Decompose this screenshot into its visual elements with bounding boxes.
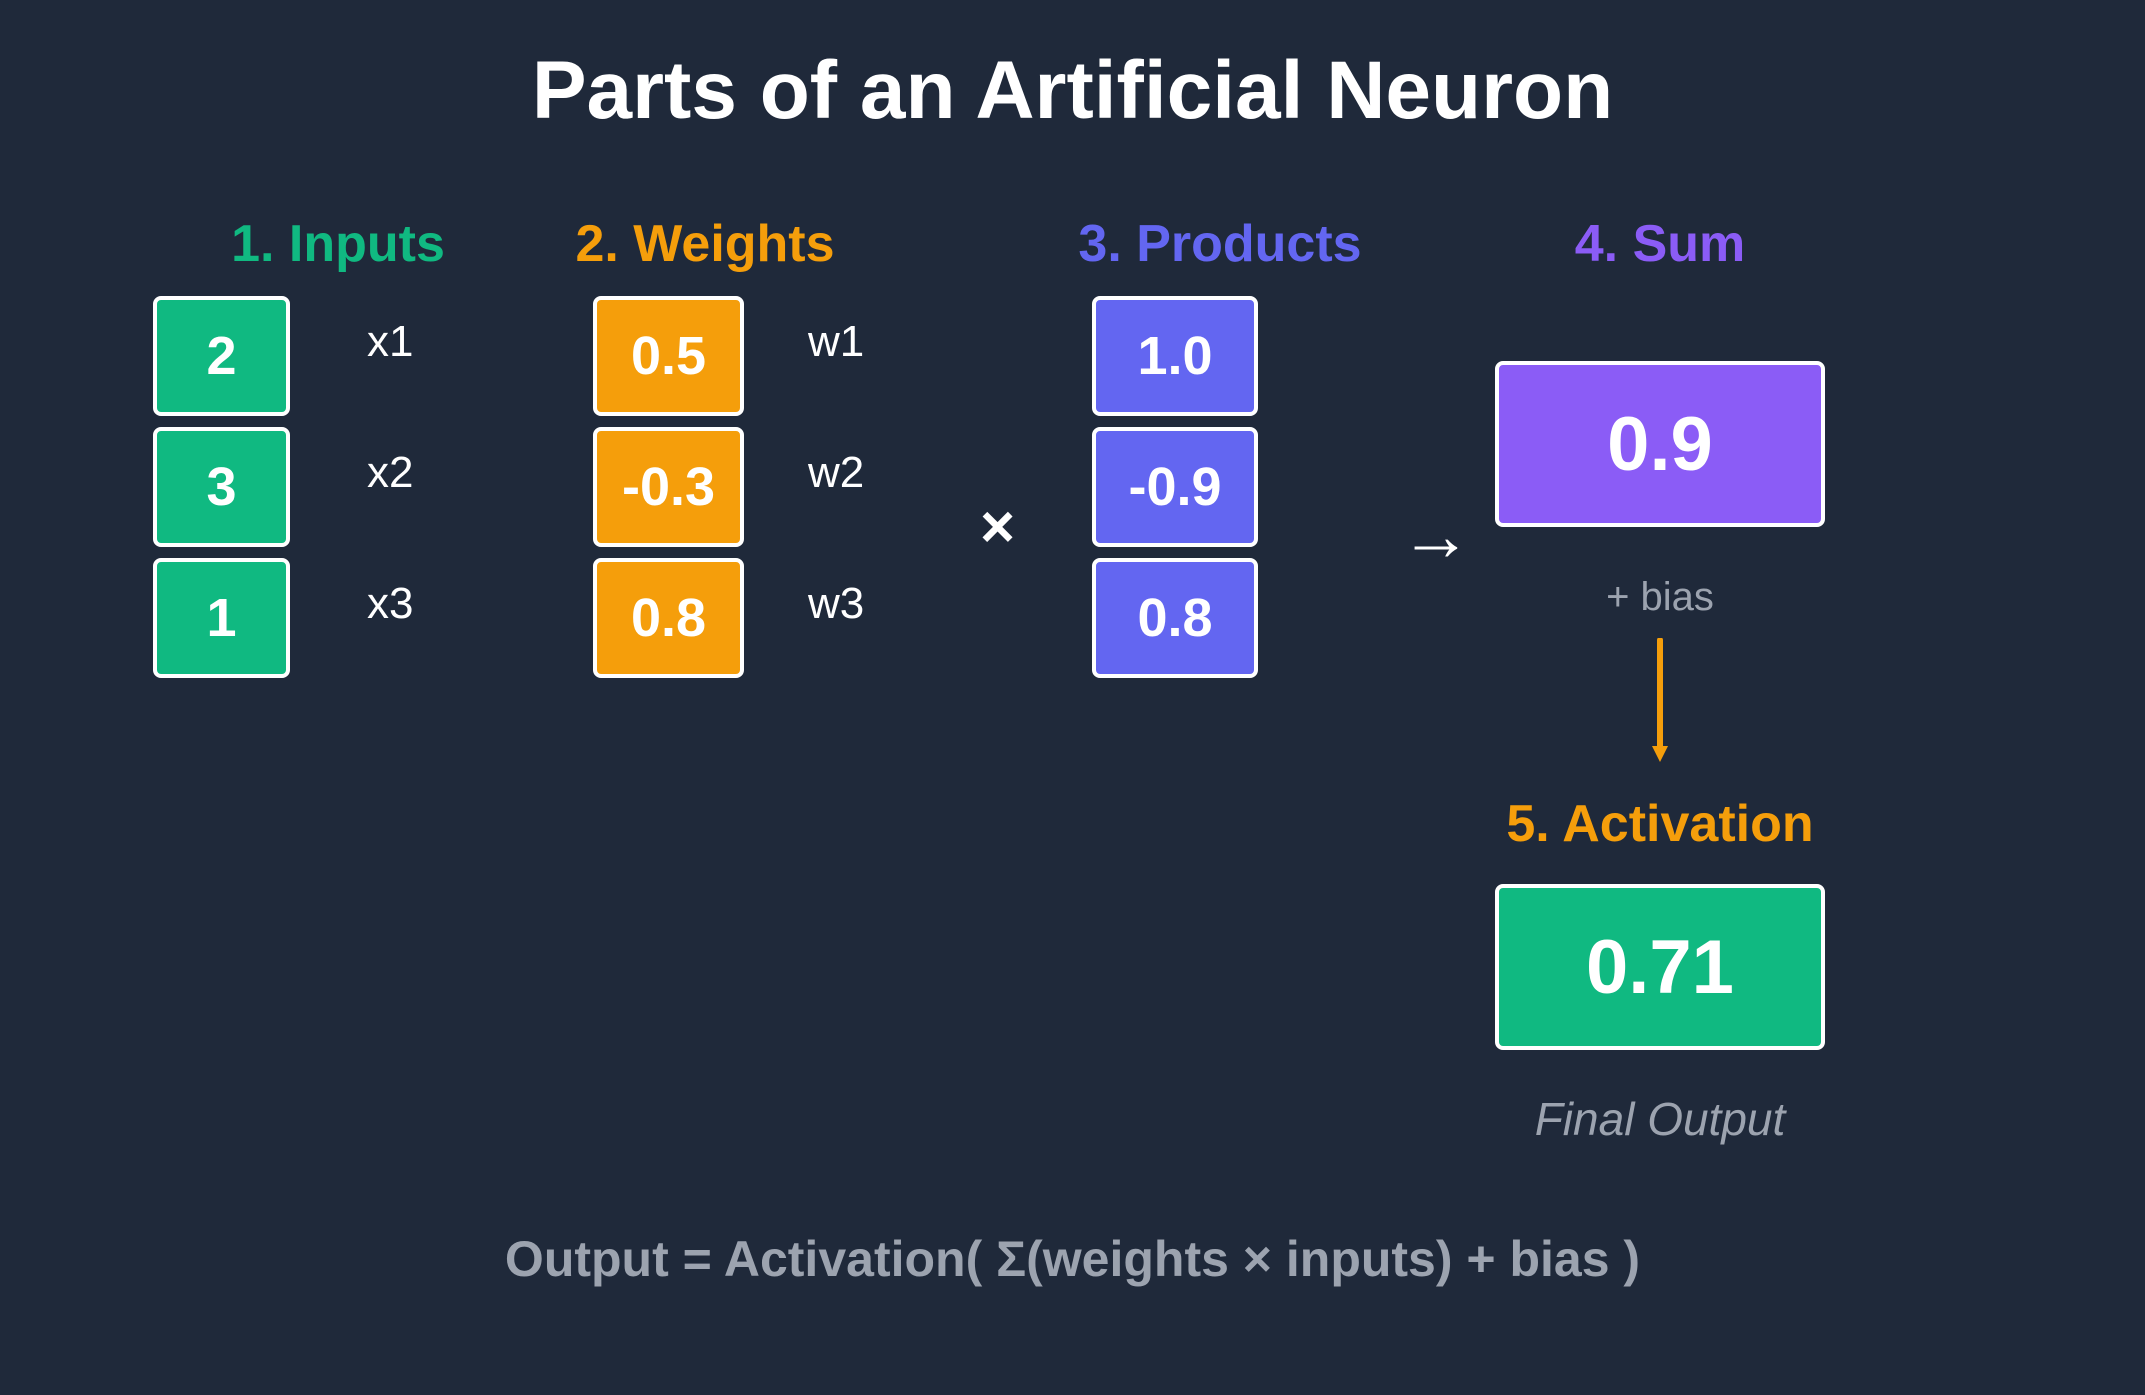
- input-label-x1: x1: [367, 317, 414, 366]
- weight-box-w1: 0.5: [593, 296, 744, 416]
- product-box-3: 0.8: [1092, 558, 1258, 678]
- weights-heading: 2. Weights: [575, 215, 835, 273]
- input-label-x3: x3: [367, 579, 414, 628]
- bias-label: + bias: [1606, 575, 1714, 619]
- input-box-x2: 3: [153, 427, 290, 547]
- weight-box-w2: -0.3: [593, 427, 744, 547]
- input-box-x3: 1: [153, 558, 290, 678]
- product-box-2: -0.9: [1092, 427, 1258, 547]
- input-box-x1: 2: [153, 296, 290, 416]
- weight-box-w3: 0.8: [593, 558, 744, 678]
- right-arrow-icon: →: [1400, 496, 1472, 576]
- sum-heading: 4. Sum: [1574, 215, 1746, 273]
- product-box-1: 1.0: [1092, 296, 1258, 416]
- formula-text: Output = Activation( Σ(weights × inputs)…: [504, 1231, 1641, 1287]
- down-arrow-icon: [1652, 638, 1668, 762]
- products-heading: 3. Products: [1078, 215, 1362, 273]
- weight-label-w3: w3: [808, 579, 865, 628]
- inputs-heading: 1. Inputs: [231, 215, 445, 273]
- activation-output-box: 0.71: [1495, 884, 1825, 1050]
- weight-label-w2: w2: [808, 448, 865, 497]
- sum-box: 0.9: [1495, 361, 1825, 527]
- input-label-x2: x2: [367, 448, 414, 497]
- weight-label-w1: w1: [808, 317, 865, 366]
- final-output-caption: Final Output: [1534, 1093, 1786, 1145]
- diagram-title: Parts of an Artificial Neuron: [531, 45, 1614, 136]
- multiply-operator: ×: [980, 493, 1016, 560]
- activation-heading: 5. Activation: [1506, 795, 1814, 853]
